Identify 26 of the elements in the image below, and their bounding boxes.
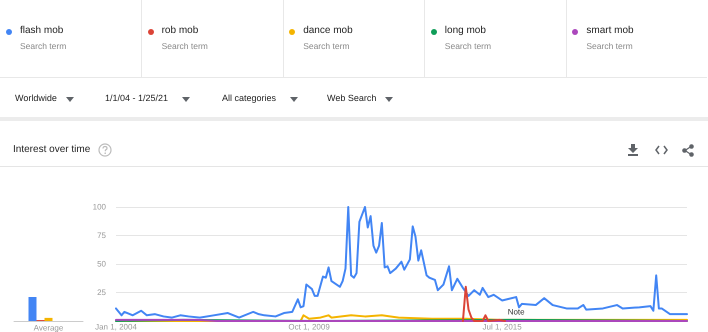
legend-label: dance mob: [303, 25, 353, 36]
text: Web Search: [327, 93, 376, 103]
x-tick-label: Oct 1, 2009: [288, 322, 330, 332]
text: All categories: [222, 93, 276, 103]
legend-label: smart mob: [586, 25, 634, 36]
y-tick-label: 50: [97, 260, 107, 268]
x-tick-label: Jan 1, 2004: [95, 322, 138, 332]
text: Search term: [162, 41, 208, 51]
chart-title: Interest over time: [13, 144, 90, 155]
legend-label: flash mob: [20, 25, 64, 36]
line-series: [462, 286, 506, 322]
text: Worldwide: [15, 93, 57, 103]
line-series: [115, 206, 688, 319]
text: 1/1/04 - 1/25/21: [105, 93, 168, 103]
y-tick-label: 75: [97, 231, 107, 240]
annotation: Note: [508, 307, 526, 316]
text: Search term: [303, 41, 350, 51]
text: Search term: [586, 41, 633, 51]
legend-label: long mob: [444, 25, 486, 36]
text: Search term: [20, 41, 66, 51]
text: Search term: [444, 41, 492, 51]
x-tick-label: Average: [34, 324, 64, 332]
y-tick-label: 25: [97, 288, 107, 297]
y-tick-label: 100: [92, 202, 107, 212]
x-tick-label: Jul 1, 2015: [482, 322, 522, 332]
legend-label: rob mob: [162, 25, 198, 36]
